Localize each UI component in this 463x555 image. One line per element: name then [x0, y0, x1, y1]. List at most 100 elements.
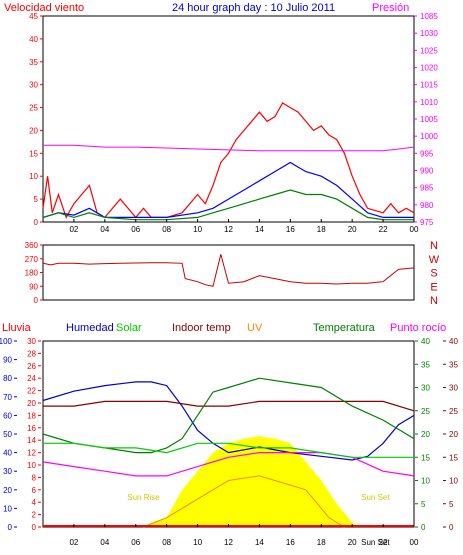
wind-x-axis-label: 04: [100, 225, 109, 234]
compass-letter: S: [430, 268, 437, 280]
pressure-axis-label: 1010: [420, 98, 438, 107]
dew-point-label: Punto rocío: [390, 322, 446, 334]
uv-label: UV: [247, 322, 263, 334]
temp-axis-label: 0: [421, 523, 426, 532]
rain-axis-label: 0: [32, 523, 37, 532]
wind-x-axis-label: 18: [317, 225, 326, 234]
weather-panel: 1009080706050403020100302826242220181614…: [0, 337, 458, 547]
dewpoint-axis-label: 35: [449, 360, 458, 369]
weather-x-axis-label: 14: [255, 538, 264, 547]
direction-axis-label: 180: [25, 269, 39, 278]
pressure-axis-label: 1025: [420, 46, 438, 55]
wind-speed-label: Velocidad viento: [4, 2, 84, 14]
rain-axis-label: 30: [27, 337, 36, 346]
rain-axis-label: 8: [32, 473, 37, 482]
wind-axis-label: 10: [29, 172, 38, 181]
wind-x-axis-label: 22: [379, 225, 388, 234]
direction-axis-label: 90: [29, 282, 38, 291]
pressure-axis-label: 1000: [420, 132, 438, 141]
wind-axis-label: 20: [29, 126, 38, 135]
weather-series-indoor-temp: [43, 400, 415, 412]
humidity-axis-label: 0: [8, 523, 13, 532]
dewpoint-axis-label: 40: [449, 337, 458, 346]
dewpoint-axis-label: 25: [449, 407, 458, 416]
weather-x-axis-label: 04: [100, 538, 109, 547]
indoor-temp-label: Indoor temp: [172, 322, 231, 334]
direction-plot-frame: [42, 244, 415, 301]
pressure-axis-label: 985: [420, 184, 434, 193]
wind-axis-label: 45: [29, 12, 38, 21]
humidity-axis-label: 30: [3, 467, 12, 476]
weather-x-axis-label: 20: [348, 538, 357, 547]
rain-axis-label: 16: [27, 424, 36, 433]
pressure-label: Presión: [372, 2, 409, 14]
wind-axis-label: 30: [29, 81, 38, 90]
pressure-axis-label: 995: [420, 149, 434, 158]
weather-x-axis-label: 08: [162, 538, 171, 547]
temp-axis-label: 5: [421, 500, 426, 509]
humidity-axis-label: 90: [3, 356, 12, 365]
wind-axis-label: 35: [29, 58, 38, 67]
direction-axis-label: 270: [25, 255, 39, 264]
weather-series-solar: [43, 442, 414, 458]
humidity-axis-label: 100: [0, 337, 13, 346]
rain-axis-label: 4: [32, 498, 37, 507]
wind-x-axis-label: 14: [255, 225, 264, 234]
solar-label: Solar: [116, 322, 142, 334]
humidity-axis-label: 10: [3, 504, 12, 513]
rain-axis-label: 12: [27, 449, 36, 458]
weather-x-axis-label: 18: [317, 538, 326, 547]
weather-x-axis-label: 00: [410, 538, 419, 547]
wind-x-axis-label: 08: [162, 225, 171, 234]
pressure-axis-label: 1030: [420, 29, 438, 38]
dewpoint-axis-label: 30: [449, 384, 458, 393]
compass-letter: N: [430, 240, 438, 252]
wind-x-axis-label: 20: [348, 225, 357, 234]
wind-axis-label: 25: [29, 104, 38, 113]
temperature-label: Temperatura: [313, 322, 376, 334]
wind-series-direction-speed: [42, 189, 414, 221]
wind-plot-frame: [42, 15, 415, 223]
rain-axis-label: 10: [27, 461, 36, 470]
compass-letter: W: [429, 254, 440, 266]
rain-label: Lluvia: [2, 322, 32, 334]
weather-x-axis-label: 22: [379, 538, 388, 547]
wind-x-axis-label: 12: [224, 225, 233, 234]
rain-axis-label: 6: [32, 486, 37, 495]
sunset-marker-label: Sun Set: [361, 493, 390, 502]
dewpoint-axis-label: 10: [449, 477, 458, 486]
humidity-axis-label: 50: [3, 430, 12, 439]
temp-axis-label: 15: [421, 453, 430, 462]
rain-axis-label: 24: [27, 374, 36, 383]
weather-x-axis-label: 10: [193, 538, 202, 547]
rain-axis-label: 2: [32, 511, 37, 520]
rain-axis-label: 26: [27, 362, 36, 371]
humidity-axis-label: 60: [3, 411, 12, 420]
rain-axis-label: 28: [27, 349, 36, 358]
temp-axis-label: 30: [421, 384, 430, 393]
pressure-axis-label: 990: [420, 167, 434, 176]
wind-axis-label: 40: [29, 35, 38, 44]
pressure-axis-label: 1005: [420, 115, 438, 124]
rain-axis-label: 20: [27, 399, 36, 408]
temp-axis-label: 40: [421, 337, 430, 346]
sunrise-marker-label: Sun Rise: [127, 493, 160, 502]
humidity-axis-label: 80: [3, 374, 12, 383]
humidity-axis-label: 40: [3, 449, 12, 458]
dewpoint-axis-label: 0: [449, 523, 454, 532]
pressure-axis-label: 1015: [420, 81, 438, 90]
weather-x-axis-label: 06: [131, 538, 140, 547]
weather-series-humedad: [42, 381, 415, 461]
dewpoint-axis-label: 20: [449, 430, 458, 439]
dewpoint-axis-label: 15: [449, 453, 458, 462]
wind-x-axis-label: 00: [410, 225, 419, 234]
temp-axis-label: 10: [421, 477, 430, 486]
pressure-line: [43, 144, 415, 152]
wind-x-axis-label: 06: [131, 225, 140, 234]
solar-area: [143, 436, 360, 527]
wind-x-axis-label: 16: [286, 225, 295, 234]
temp-axis-label: 35: [421, 360, 430, 369]
uv-line: [143, 475, 345, 528]
